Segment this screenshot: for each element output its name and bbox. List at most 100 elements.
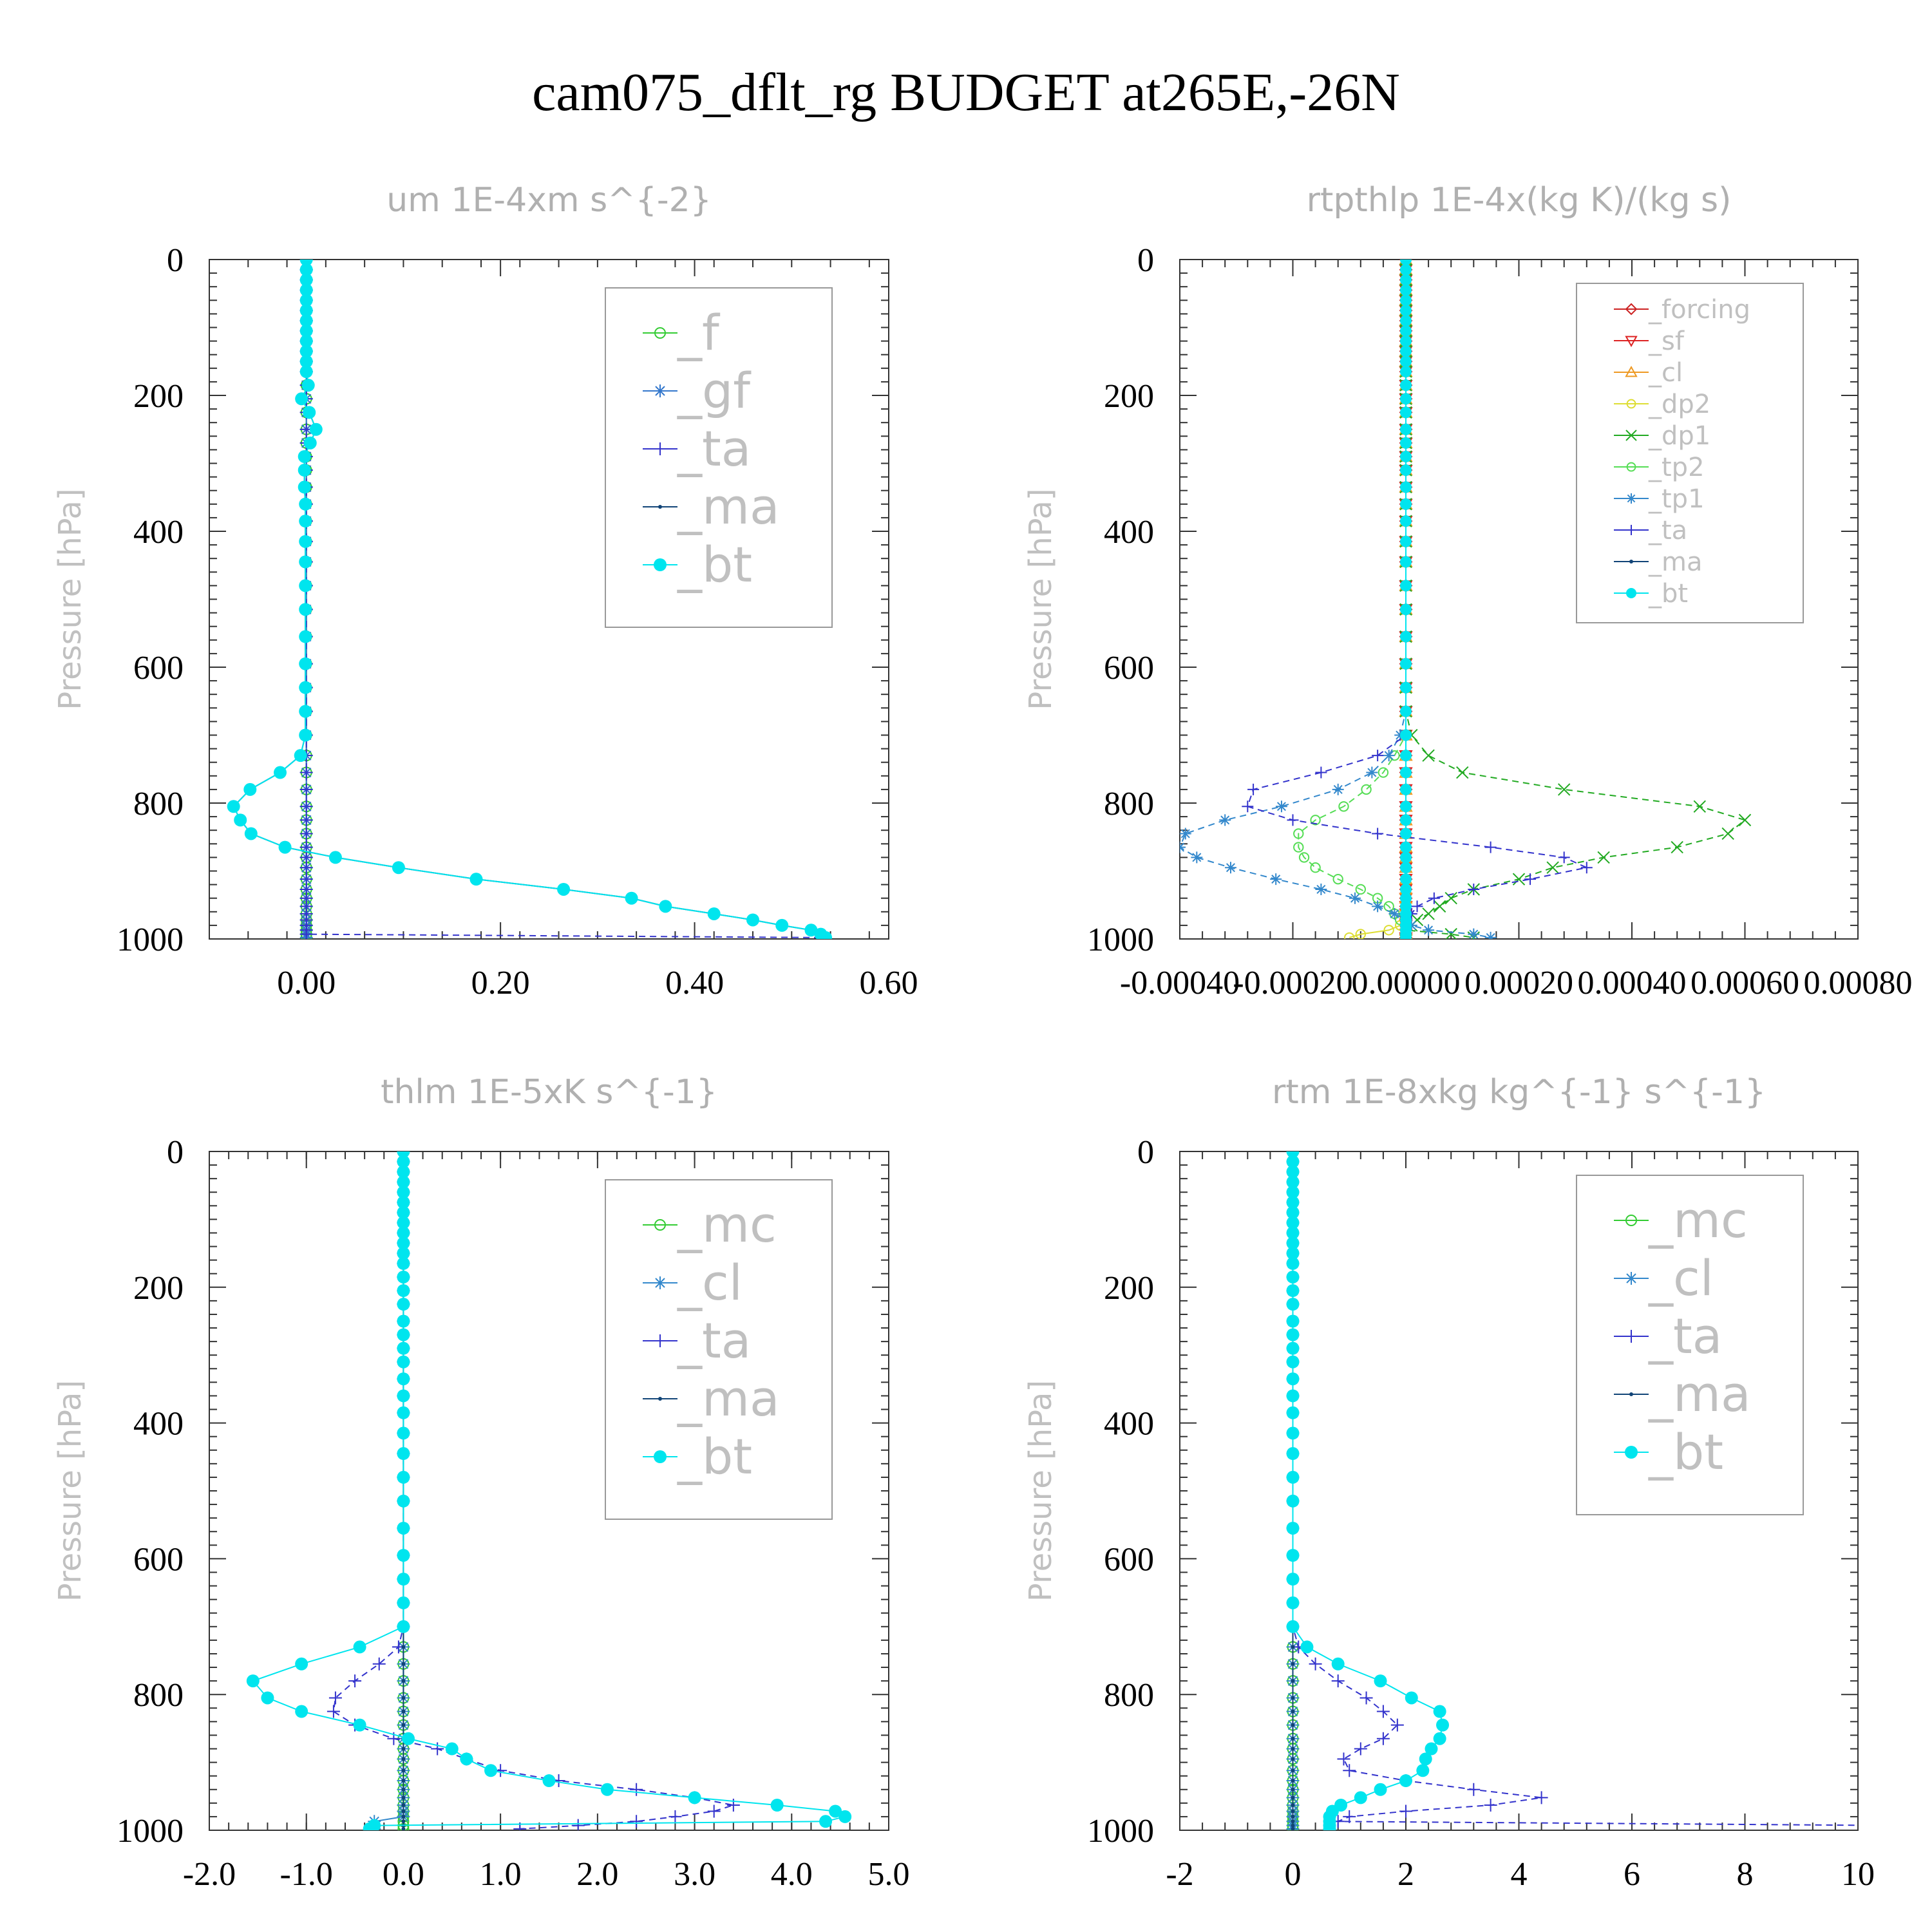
data-point	[397, 1236, 410, 1250]
data-point	[557, 882, 571, 896]
data-point	[397, 1328, 410, 1341]
data-point	[401, 1787, 406, 1792]
data-point	[397, 1341, 410, 1355]
data-point	[1484, 1799, 1497, 1812]
y-tick-label: 400	[1104, 1406, 1154, 1443]
data-point	[299, 630, 312, 643]
data-point	[1344, 932, 1355, 939]
data-point	[1400, 556, 1412, 568]
y-tick-label: 800	[133, 1677, 184, 1714]
data-point	[1580, 862, 1593, 874]
data-point	[819, 931, 833, 939]
data-point	[401, 1723, 406, 1727]
data-point	[1400, 814, 1412, 826]
data-point	[630, 1815, 643, 1828]
data-point	[1880, 1823, 1893, 1835]
data-point	[298, 480, 311, 494]
legend-label: _dp1	[1648, 421, 1710, 451]
data-point	[397, 1186, 410, 1199]
legend-label: _ta	[677, 1312, 751, 1369]
data-point	[299, 782, 313, 796]
legend-box	[1576, 1175, 1804, 1515]
data-point	[1286, 1284, 1300, 1298]
y-tick-label: 0	[1137, 242, 1154, 279]
data-point	[1291, 1779, 1295, 1783]
data-point	[401, 1826, 406, 1830]
data-point	[1286, 1175, 1300, 1189]
data-point	[1378, 767, 1389, 778]
data-point	[397, 1426, 410, 1440]
data-point	[1355, 884, 1367, 895]
data-point	[1400, 366, 1412, 378]
data-point	[1419, 1752, 1432, 1766]
x-tick-label: 0.00080	[1804, 965, 1913, 1001]
data-point	[397, 1549, 410, 1562]
data-point	[1332, 873, 1343, 885]
y-axis-label: Pressure [hPa]	[52, 1380, 88, 1602]
panel-title: rtm 1E-8xkg kg^{-1} s^{-1}	[1272, 1073, 1766, 1112]
data-point	[1286, 1596, 1300, 1609]
data-point	[1310, 815, 1321, 826]
data-point	[401, 1696, 406, 1700]
data-point	[397, 1372, 410, 1386]
data-point	[1557, 783, 1571, 796]
y-tick-label: 1000	[1087, 1813, 1154, 1850]
data-point	[1400, 464, 1412, 477]
data-point	[348, 1674, 362, 1688]
data-point	[1400, 335, 1412, 347]
legend-label: _ta	[1648, 1307, 1722, 1365]
data-point	[1400, 862, 1412, 874]
data-point	[1275, 800, 1287, 813]
data-point	[1400, 851, 1412, 864]
data-point	[1286, 1355, 1300, 1368]
data-point	[1286, 1196, 1300, 1209]
data-point	[1286, 1216, 1300, 1229]
legend-marker	[654, 384, 667, 397]
legend-marker	[1626, 462, 1636, 472]
legend-marker	[1626, 588, 1636, 598]
data-point	[1286, 1494, 1300, 1508]
x-tick-label: 0.00060	[1690, 965, 1799, 1001]
legend-marker	[654, 442, 667, 455]
data-point	[1467, 1783, 1481, 1796]
data-point	[1374, 1674, 1387, 1688]
data-point	[1738, 813, 1752, 827]
data-point	[303, 436, 317, 450]
legend-marker	[1629, 560, 1633, 564]
data-point	[630, 1783, 643, 1796]
y-tick-label: 0	[1137, 1134, 1154, 1171]
legend-marker	[654, 1219, 666, 1231]
data-point	[327, 1705, 340, 1718]
data-point	[1597, 851, 1610, 864]
data-point	[401, 1779, 406, 1783]
data-point	[328, 851, 342, 864]
data-point	[1535, 1791, 1548, 1804]
legend-label: _ma	[677, 1370, 780, 1427]
data-point	[243, 782, 257, 796]
data-point	[299, 345, 313, 358]
y-tick-label: 1000	[117, 922, 184, 958]
data-point	[1291, 1736, 1295, 1741]
data-point	[1436, 1718, 1450, 1732]
data-point	[1400, 800, 1412, 813]
data-point	[1286, 1226, 1300, 1240]
data-point	[299, 681, 312, 694]
data-point	[397, 1226, 410, 1240]
data-point	[1400, 379, 1412, 392]
legend-marker	[654, 1334, 667, 1347]
data-point	[1721, 827, 1734, 840]
data-point	[1399, 1774, 1412, 1788]
data-point	[1247, 783, 1260, 795]
data-point	[299, 324, 313, 337]
data-point	[294, 749, 307, 762]
x-tick-label: -0.00020	[1233, 965, 1352, 1001]
y-tick-label: 0	[167, 1134, 184, 1171]
data-point	[688, 1791, 701, 1804]
data-point	[1291, 1645, 1295, 1649]
data-point	[261, 1691, 274, 1705]
y-tick-label: 400	[1104, 514, 1154, 551]
data-point	[1400, 892, 1412, 904]
legend-label: _gf	[677, 362, 752, 419]
data-point	[1286, 1314, 1300, 1328]
data-point	[1366, 766, 1378, 779]
